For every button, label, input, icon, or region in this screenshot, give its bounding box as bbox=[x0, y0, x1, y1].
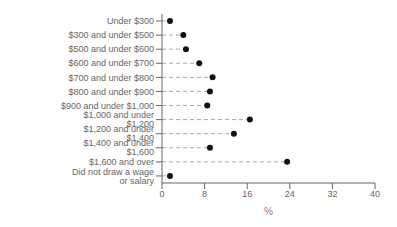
svg-text:Under $300: Under $300 bbox=[107, 16, 154, 26]
html-text:$1,200: $1,200 bbox=[126, 119, 154, 130]
svg-text:$500 and under $600: $500 and under $600 bbox=[68, 44, 154, 54]
svg-text:8: 8 bbox=[202, 189, 207, 199]
svg-text:40: 40 bbox=[370, 189, 380, 199]
svg-text:$700 and under $800: $700 and under $800 bbox=[68, 73, 154, 83]
html-text:$1,000 and under: $1,000 and under bbox=[83, 110, 154, 121]
svg-text:$800 and under $900: $800 and under $900 bbox=[68, 87, 154, 97]
svg-text:$600 and under $700: $600 and under $700 bbox=[68, 58, 154, 68]
svg-text:%: % bbox=[264, 206, 273, 217]
svg-text:$900 and under $1,000: $900 and under $1,000 bbox=[61, 101, 154, 111]
svg-text:16: 16 bbox=[242, 189, 252, 199]
svg-text:$300 and under $500: $300 and under $500 bbox=[68, 30, 154, 40]
svg-text:$1,600 and over: $1,600 and over bbox=[89, 157, 154, 167]
svg-text:$1,400 and under$1,600: $1,400 and under$1,600 bbox=[83, 138, 154, 157]
html-text:$1,200 and under: $1,200 and under bbox=[83, 124, 154, 135]
svg-text:32: 32 bbox=[327, 189, 337, 199]
svg-text:Did not draw a wageor salary: Did not draw a wageor salary bbox=[72, 167, 155, 186]
svg-text:24: 24 bbox=[285, 189, 295, 199]
svg-text:0: 0 bbox=[159, 189, 164, 199]
